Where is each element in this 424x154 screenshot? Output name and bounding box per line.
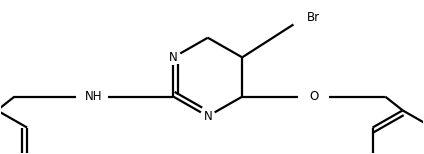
Text: N: N	[169, 51, 178, 64]
Text: Br: Br	[307, 11, 320, 24]
Text: NH: NH	[85, 90, 103, 103]
Text: O: O	[309, 90, 318, 103]
Text: N: N	[204, 110, 212, 123]
